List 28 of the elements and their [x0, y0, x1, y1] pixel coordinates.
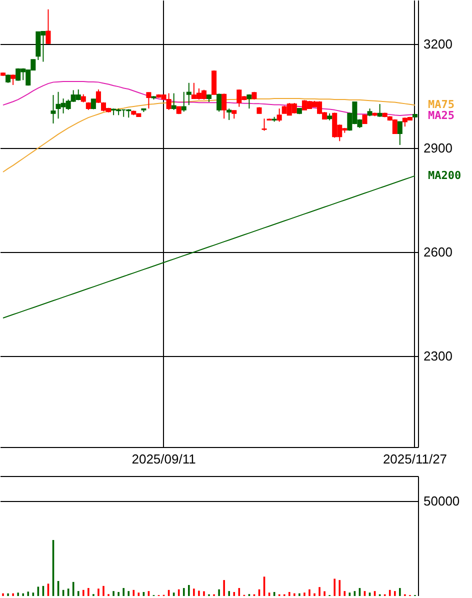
y-tick-label: 2900 — [424, 140, 452, 156]
candlestick — [216, 93, 222, 112]
series-label: MA25 — [428, 109, 454, 122]
x-tick-label: 2025/11/27 — [382, 452, 448, 466]
y-tick-label: 50000 — [424, 494, 460, 509]
y-tick-label: 2600 — [424, 244, 452, 260]
candlestick — [276, 108, 282, 122]
candlestick — [171, 92, 176, 110]
candlestick — [50, 94, 56, 124]
series-label: MA75 — [428, 98, 454, 112]
candlestick — [46, 8, 51, 45]
candlestick — [246, 94, 252, 110]
candlestick — [397, 121, 402, 146]
candlestick — [377, 104, 382, 118]
x-tick-label: 2025/09/11 — [132, 452, 196, 466]
line-series — [2, 175, 416, 318]
candlestick — [212, 70, 217, 96]
line-series — [2, 80, 416, 116]
candlestick — [10, 74, 16, 86]
series-label: MA200 — [428, 168, 462, 182]
candlestick — [222, 93, 227, 120]
y-tick-label: 2300 — [424, 348, 452, 364]
candlestick — [186, 82, 192, 106]
candlestick — [181, 91, 186, 112]
y-tick-label: 3200 — [424, 36, 452, 52]
candlestick — [226, 108, 232, 120]
candlestick — [262, 118, 267, 132]
candlestick — [146, 92, 152, 110]
